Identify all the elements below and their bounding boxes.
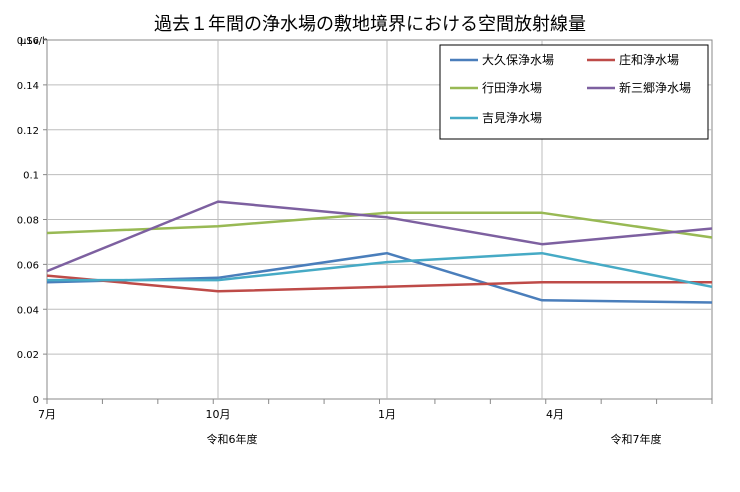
y-tick-label: 0.06: [17, 260, 39, 271]
x-tick-label: 7月: [38, 408, 56, 421]
legend-label: 吉見浄水場: [482, 111, 542, 125]
y-tick-label: 0.14: [17, 81, 39, 92]
legend-label: 庄和浄水場: [619, 52, 679, 67]
y-tick-label: 0.16: [17, 36, 39, 47]
series-line: [46, 211, 713, 239]
chart-title: 過去１年間の浄水場の敷地境界における空間放射線量: [154, 14, 586, 35]
legend-box: [439, 44, 709, 140]
x-tick-label: 10月: [206, 408, 231, 421]
y-axis-ticks: 0 0.02 0.04 0.06 0.08 0.1 0.12 0.14 0.16: [17, 36, 47, 406]
x-year-label: 令和7年度: [611, 432, 662, 446]
x-tick-label: 4月: [546, 408, 564, 421]
series-line: [47, 251, 713, 289]
y-tick-label: 0: [33, 395, 39, 406]
y-axis-unit: μSv/h: [20, 36, 48, 47]
series-line: [46, 200, 713, 273]
y-tick-label: 0.1: [23, 171, 39, 182]
legend-label: 新三郷浄水場: [619, 80, 691, 95]
legend-label: 大久保浄水場: [482, 53, 554, 67]
y-tick-label: 0.04: [17, 305, 39, 316]
y-tick-label: 0.02: [17, 350, 39, 361]
series-line: [46, 274, 712, 293]
x-tick-label: 1月: [378, 408, 396, 421]
legend-label: 行田浄水場: [482, 81, 542, 95]
y-tick-label: 0.08: [17, 216, 39, 227]
x-year-label: 令和6年度: [207, 432, 258, 446]
series-lines: [46, 200, 713, 304]
y-tick-label: 0.12: [17, 126, 39, 137]
